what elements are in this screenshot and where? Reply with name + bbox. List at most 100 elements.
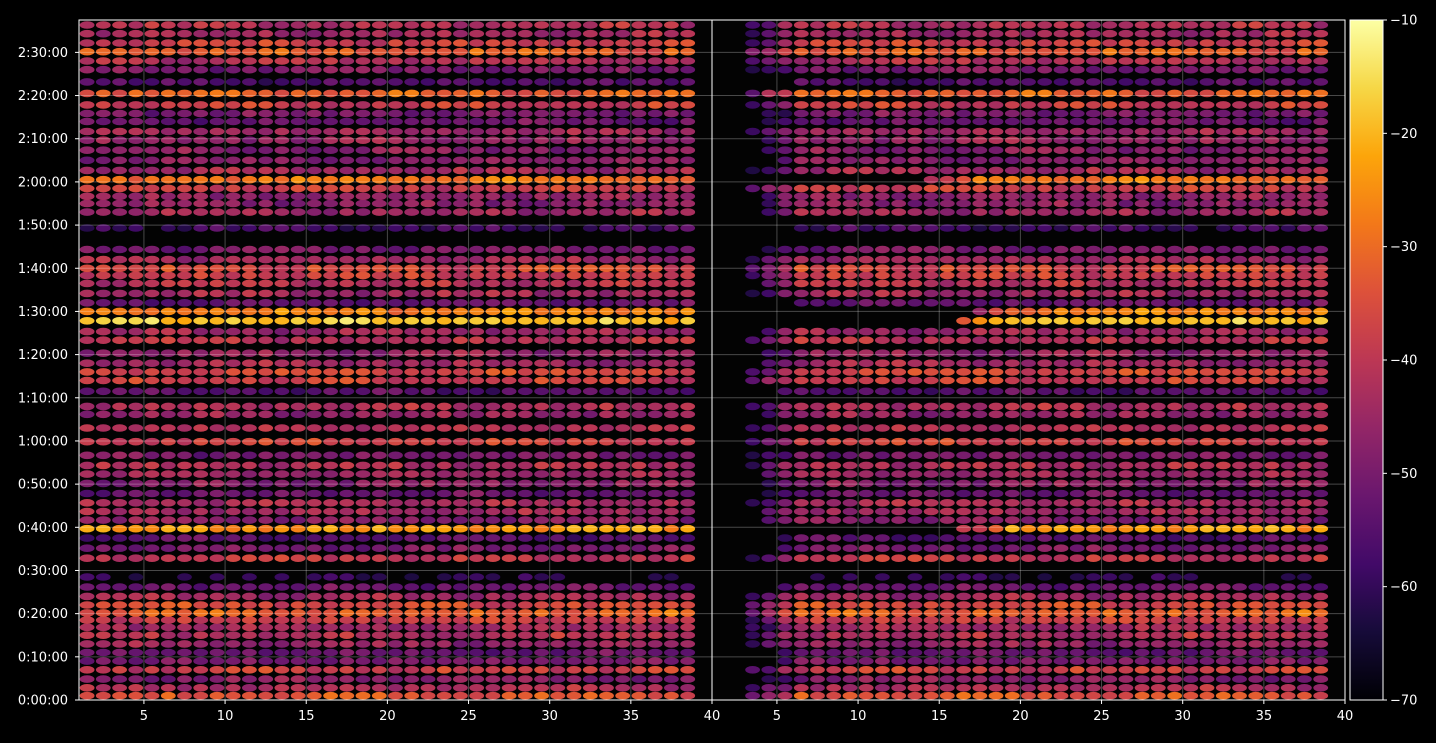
- heat-cell: [1232, 78, 1247, 86]
- heat-cell: [972, 544, 987, 552]
- heat-cell: [859, 544, 874, 552]
- heat-cell: [1200, 167, 1215, 175]
- heat-cell: [1119, 39, 1134, 47]
- heat-cell: [1135, 336, 1150, 344]
- heat-cell: [177, 280, 192, 288]
- heat-cell: [859, 640, 874, 648]
- heat-cell: [924, 359, 939, 367]
- heat-cell: [794, 200, 809, 208]
- heat-cell: [1070, 649, 1085, 657]
- heat-cell: [177, 403, 192, 411]
- heat-cell: [518, 675, 533, 683]
- heat-cell: [323, 516, 338, 524]
- heat-cell: [356, 534, 371, 542]
- heat-cell: [210, 616, 225, 624]
- heat-cell: [1216, 534, 1231, 542]
- heat-cell: [567, 480, 582, 488]
- heat-cell: [550, 424, 565, 432]
- heat-cell: [486, 349, 501, 357]
- heat-cell: [242, 411, 257, 419]
- heat-cell: [794, 57, 809, 65]
- heat-cell: [226, 624, 241, 632]
- heat-cell: [1102, 128, 1117, 136]
- heat-cell: [1183, 317, 1198, 325]
- heat-cell: [1313, 424, 1328, 432]
- heat-cell: [632, 462, 647, 470]
- heat-cell: [1151, 544, 1166, 552]
- heat-cell: [826, 246, 841, 254]
- heat-cell: [177, 462, 192, 470]
- heat-cell: [469, 39, 484, 47]
- heat-cell: [469, 101, 484, 109]
- heat-cell: [486, 388, 501, 396]
- heat-cell: [778, 157, 793, 165]
- heat-cell: [1086, 424, 1101, 432]
- heat-cell: [1265, 499, 1280, 507]
- heat-cell: [826, 185, 841, 193]
- heat-cell: [1086, 66, 1101, 74]
- heat-cell: [632, 57, 647, 65]
- heat-cell: [599, 21, 614, 29]
- heat-cell: [1216, 554, 1231, 562]
- heat-cell: [761, 462, 776, 470]
- heat-cell: [891, 631, 906, 639]
- heat-cell: [1248, 328, 1263, 336]
- heat-cell: [1297, 377, 1312, 385]
- heat-cell: [615, 554, 630, 562]
- heat-cell: [1086, 631, 1101, 639]
- heat-cell: [1119, 136, 1134, 144]
- heat-cell: [437, 359, 452, 367]
- heat-cell: [437, 411, 452, 419]
- heat-cell: [1005, 48, 1020, 56]
- heat-cell: [193, 101, 208, 109]
- heat-cell: [1216, 657, 1231, 665]
- heat-cell: [96, 246, 111, 254]
- heat-cell: [1021, 193, 1036, 201]
- heat-cell: [1037, 675, 1052, 683]
- heat-cell: [1313, 388, 1328, 396]
- heat-cell: [112, 39, 127, 47]
- heat-cell: [226, 508, 241, 516]
- heat-cell: [356, 368, 371, 376]
- heat-cell: [567, 508, 582, 516]
- heat-cell: [875, 57, 890, 65]
- heat-cell: [307, 470, 322, 478]
- heat-cell: [1070, 21, 1085, 29]
- heat-cell: [453, 593, 468, 601]
- heat-cell: [372, 39, 387, 47]
- heat-cell: [1151, 462, 1166, 470]
- heat-cell: [778, 692, 793, 700]
- heat-cell: [1216, 609, 1231, 617]
- heat-cell: [112, 110, 127, 118]
- heat-cell: [810, 101, 825, 109]
- heat-cell: [1167, 39, 1182, 47]
- heat-cell: [372, 118, 387, 126]
- heat-cell: [1086, 666, 1101, 674]
- heat-cell: [648, 118, 663, 126]
- heat-cell: [956, 349, 971, 357]
- heat-cell: [339, 438, 354, 446]
- heat-cell: [453, 136, 468, 144]
- heat-cell: [275, 593, 290, 601]
- heat-cell: [1281, 200, 1296, 208]
- heat-cell: [761, 424, 776, 432]
- heat-cell: [437, 272, 452, 280]
- heat-cell: [1086, 128, 1101, 136]
- heat-cell: [80, 167, 95, 175]
- heat-cell: [567, 146, 582, 154]
- heat-cell: [323, 272, 338, 280]
- heat-cell: [599, 403, 614, 411]
- heat-cell: [128, 544, 143, 552]
- heat-cell: [989, 403, 1004, 411]
- heat-cell: [1281, 136, 1296, 144]
- heat-cell: [453, 666, 468, 674]
- heat-cell: [1248, 424, 1263, 432]
- heat-cell: [1297, 48, 1312, 56]
- heat-cell: [518, 554, 533, 562]
- heat-cell: [502, 675, 517, 683]
- heat-cell: [502, 128, 517, 136]
- heat-cell: [1070, 499, 1085, 507]
- heat-cell: [1086, 185, 1101, 193]
- heat-cell: [1265, 554, 1280, 562]
- heat-cell: [453, 272, 468, 280]
